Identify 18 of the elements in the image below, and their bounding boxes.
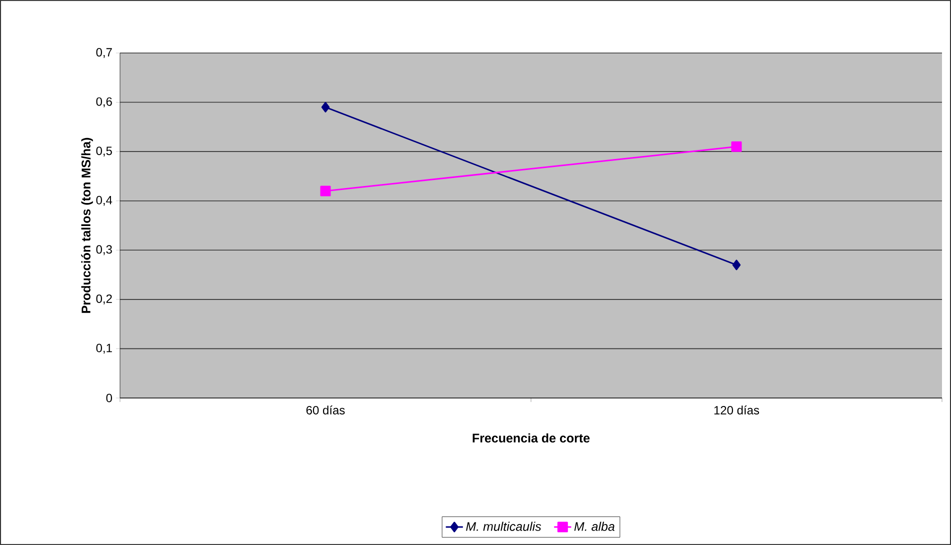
point	[320, 186, 331, 196]
y-tick-label: 0,4	[96, 196, 112, 206]
x-tick-label: 120 días	[714, 406, 760, 414]
point	[732, 260, 741, 270]
legend-label: M. alba	[574, 522, 614, 531]
y-tick-label: 0,2	[96, 294, 112, 304]
point	[321, 102, 330, 112]
point	[731, 141, 742, 152]
y-tick-label: 0,7	[96, 48, 112, 58]
y-tick-label: 0,1	[96, 344, 112, 354]
legend-label: M. multicaulis	[466, 522, 542, 531]
y-tick-label: 0,5	[96, 146, 112, 157]
x-tick-label: 60 días	[306, 406, 345, 414]
x-axis-title: Frecuencia de corte	[472, 433, 590, 443]
y-tick-label: 0,6	[96, 97, 112, 108]
y-tick-label: 0,3	[96, 245, 112, 256]
y-tick-label: 0	[106, 394, 112, 402]
y-axis-title: Producción tallos (ton MS/ha)	[81, 138, 93, 313]
